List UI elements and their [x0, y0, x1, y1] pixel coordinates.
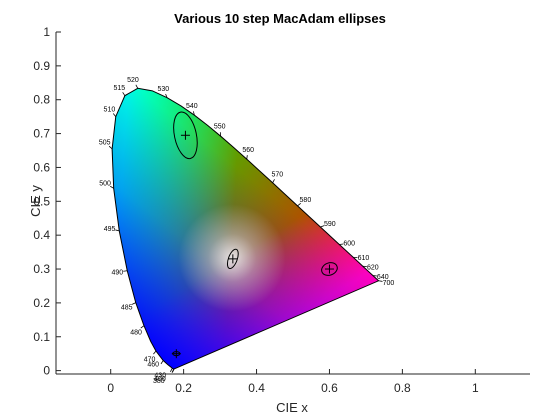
- x-tick-label: 0.4: [248, 381, 265, 395]
- wavelength-label: 400: [154, 376, 166, 383]
- wavelength-tick: [131, 302, 136, 305]
- wavelength-tick: [246, 155, 248, 160]
- wavelength-tick: [153, 350, 157, 355]
- wavelength-label: 510: [104, 106, 116, 113]
- x-tick-label: 0.6: [321, 381, 338, 395]
- wavelength-tick: [110, 185, 114, 189]
- macadam-ellipse-group: [226, 248, 239, 270]
- gamut-fill-white-point: [112, 88, 379, 369]
- wavelength-tick: [320, 225, 325, 228]
- macadam-ellipse-group: [321, 262, 338, 276]
- y-tick-label: 0.5: [33, 194, 50, 208]
- wavelength-label: 620: [367, 264, 379, 271]
- chart-title: Various 10 step MacAdam ellipses: [174, 11, 386, 26]
- wavelength-label: 460: [147, 362, 159, 369]
- wavelength-label: 560: [242, 147, 254, 154]
- wavelength-label: 550: [214, 124, 226, 131]
- x-axis-ticks: 0 0.2 0.4 0.6 0.8 1: [107, 369, 479, 395]
- wavelength-tick: [112, 113, 117, 117]
- y-tick-label: 1: [43, 25, 50, 39]
- macadam-ellipses: [171, 111, 338, 359]
- wavelength-label: 515: [114, 85, 126, 92]
- wavelength-tick: [165, 93, 168, 98]
- y-tick-label: 0.6: [33, 160, 50, 174]
- y-tick-label: 0.4: [33, 228, 50, 242]
- y-axis-ticks: 0 0.1 0.2 0.3 0.4 0.5 0.6 0.7 0.8 0.9 1: [33, 25, 61, 378]
- x-tick-label: 1: [472, 381, 479, 395]
- wavelength-label: 490: [111, 269, 123, 276]
- wavelength-tick: [297, 203, 301, 207]
- y-tick-label: 0.2: [33, 296, 50, 310]
- wavelength-tick: [140, 325, 145, 329]
- y-tick-label: 0.8: [33, 93, 50, 107]
- wavelength-tick: [160, 360, 164, 365]
- wavelength-tick: [192, 111, 195, 116]
- plot-area: 3804004304604704804854904955005055105155…: [99, 77, 395, 385]
- macadam-ellipse: [321, 262, 338, 276]
- wavelength-label: 570: [272, 171, 284, 178]
- gamut-color-fill: [112, 88, 379, 369]
- wavelength-label: 380: [153, 378, 165, 385]
- y-tick-label: 0.3: [33, 262, 50, 276]
- wavelength-label: 530: [157, 86, 169, 93]
- wavelength-tick: [108, 145, 113, 150]
- macadam-ellipse: [226, 248, 239, 270]
- x-tick-label: 0: [107, 381, 114, 395]
- wavelength-tick: [135, 84, 139, 89]
- wavelength-label: 640: [377, 274, 389, 281]
- x-axis-label: CIE x: [276, 400, 308, 415]
- wavelength-label: 580: [300, 197, 312, 204]
- wavelength-tick: [378, 280, 383, 282]
- wavelength-label: 495: [104, 226, 116, 233]
- y-tick-label: 0.9: [33, 59, 50, 73]
- wavelength-label: 610: [358, 255, 370, 262]
- wavelength-labels: 3804004304604704804854904955005055105155…: [99, 77, 395, 385]
- wavelength-tick: [115, 229, 120, 232]
- wavelength-label: 505: [99, 140, 111, 147]
- x-tick-label: 0.2: [175, 381, 192, 395]
- y-tick-label: 0: [43, 364, 50, 378]
- wavelength-label: 430: [154, 372, 166, 379]
- y-tick-label: 0.7: [33, 127, 50, 141]
- wavelength-tick: [272, 179, 275, 183]
- wavelength-label: 500: [99, 181, 111, 188]
- wavelength-label: 470: [144, 356, 156, 363]
- wavelength-label: 600: [343, 241, 355, 248]
- wavelength-tick: [170, 368, 173, 372]
- wavelength-label: 480: [130, 329, 142, 336]
- wavelength-label: 485: [121, 304, 133, 311]
- macadam-ellipse-group: [173, 111, 198, 160]
- wavelength-label: 540: [186, 103, 198, 110]
- wavelength-ticks: [108, 84, 383, 373]
- y-tick-label: 0.1: [33, 330, 50, 344]
- wavelength-label: 520: [127, 77, 139, 84]
- x-tick-label: 0.8: [394, 381, 411, 395]
- wavelength-label: 700: [383, 280, 395, 287]
- y-axis-label: CIE y: [28, 185, 43, 217]
- wavelength-tick: [171, 368, 175, 373]
- macadam-ellipse: [173, 111, 198, 160]
- wavelength-tick: [122, 92, 126, 96]
- axes: 0 0.2 0.4 0.6 0.8 1 0 0.1 0.2 0.3 0.4 0.5 0.6 0.7 0.8…: [33, 25, 530, 395]
- wavelength-label: 590: [324, 221, 336, 228]
